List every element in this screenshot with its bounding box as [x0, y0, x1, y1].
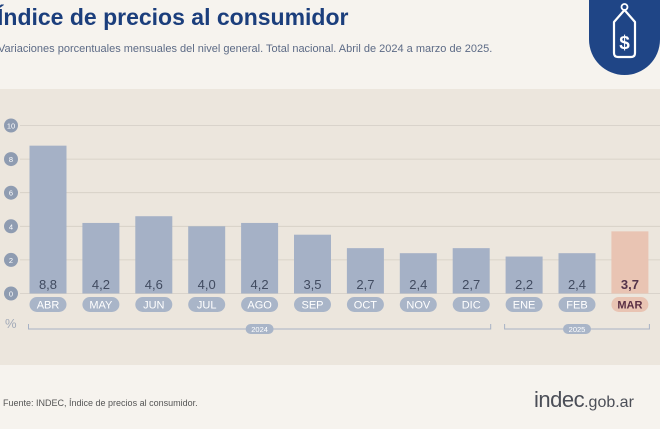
- bar-oct: [346, 248, 384, 294]
- y-tick-badge: [4, 286, 18, 301]
- bar-sep: [294, 234, 331, 294]
- month-label: MAY: [89, 300, 113, 312]
- month-pill: [188, 297, 226, 312]
- bar-jun: [135, 216, 173, 294]
- month-label: AGO: [247, 300, 272, 312]
- indec-logo[interactable]: indec.gob.ar: [534, 387, 634, 413]
- month-pill: [135, 297, 173, 312]
- bar-value-label: 2,4: [568, 277, 586, 292]
- year-label: 2024: [251, 325, 268, 334]
- bar-dic: [452, 248, 490, 294]
- bar-value-label: 4,0: [198, 277, 216, 292]
- y-tick-label: 4: [9, 222, 13, 231]
- price-tag-dollar-icon: $: [612, 3, 637, 59]
- bar-feb: [558, 253, 596, 294]
- svg-text:$: $: [619, 33, 630, 54]
- month-label: ABR: [37, 300, 60, 312]
- bar-value-label: 3,7: [621, 277, 639, 292]
- bar-ene: [505, 256, 543, 294]
- month-label: JUN: [143, 300, 164, 312]
- year-label: 2025: [569, 325, 586, 334]
- logo-domain-text: .gob.ar: [584, 394, 634, 411]
- month-label: SEP: [301, 300, 323, 312]
- month-pill: [505, 297, 543, 312]
- bar-mar: [611, 231, 649, 294]
- page-title: Índice de precios al consumidor: [0, 4, 349, 30]
- bar-value-label: 2,7: [356, 277, 374, 292]
- y-tick-label: 10: [7, 122, 15, 131]
- bar-value-label: 4,2: [251, 277, 269, 292]
- month-pill: [29, 297, 67, 312]
- source-note: Fuente: INDEC, Índice de precios al cons…: [3, 398, 198, 408]
- bar-value-label: 2,7: [462, 277, 480, 292]
- bar-jul: [188, 226, 226, 294]
- month-pill: [399, 297, 437, 312]
- bar-value-label: 2,2: [515, 277, 533, 292]
- y-tick-label: 2: [9, 256, 13, 265]
- month-pill: [558, 297, 596, 312]
- page-subtitle: Variaciones porcentuales mensuales del n…: [0, 43, 493, 55]
- bar-chart: 0 2 4 6 8 10% 8,8 ABR 4,2 MAY 4,6 JUN 4,0 JUL 4,2 AGO 3,…: [4, 118, 660, 334]
- y-tick-badge: [4, 185, 18, 200]
- month-pill: [82, 297, 120, 312]
- brand-badge: $: [589, 0, 660, 75]
- bar-value-label: 3,5: [303, 277, 321, 292]
- month-label: DIC: [462, 300, 481, 312]
- month-pill: [346, 297, 384, 312]
- month-label: MAR: [617, 300, 642, 312]
- bar-abr: [29, 145, 67, 294]
- y-tick-badge: [4, 118, 18, 133]
- logo-main-text: indec: [534, 387, 585, 412]
- month-pill: [294, 297, 331, 312]
- y-tick-label: 6: [9, 189, 13, 198]
- y-tick-badge: [4, 252, 18, 267]
- month-label: FEB: [566, 300, 587, 312]
- month-pill: [611, 297, 649, 312]
- bar-value-label: 8,8: [39, 277, 57, 292]
- year-badge: [563, 324, 591, 334]
- y-tick-badge: [4, 152, 18, 167]
- month-label: NOV: [406, 300, 431, 312]
- month-label: JUL: [197, 300, 217, 312]
- y-tick-label: 8: [9, 155, 13, 164]
- bar-ago: [241, 222, 279, 294]
- year-badge: [245, 324, 274, 334]
- y-axis-unit: %: [5, 316, 17, 331]
- y-tick-badge: [4, 219, 18, 234]
- month-label: ENE: [513, 300, 536, 312]
- bar-value-label: 4,2: [92, 277, 110, 292]
- bar-nov: [399, 253, 437, 294]
- month-label: OCT: [354, 300, 378, 312]
- chart-panel: 0 2 4 6 8 10% 8,8 ABR 4,2 MAY 4,6 JUN 4,0 JUL 4,2 AGO 3,…: [0, 89, 660, 365]
- y-tick-label: 0: [9, 290, 13, 299]
- month-pill: [241, 297, 279, 312]
- bar-value-label: 4,6: [145, 277, 163, 292]
- bar-value-label: 2,4: [409, 277, 427, 292]
- month-pill: [452, 297, 490, 312]
- bar-may: [82, 222, 120, 294]
